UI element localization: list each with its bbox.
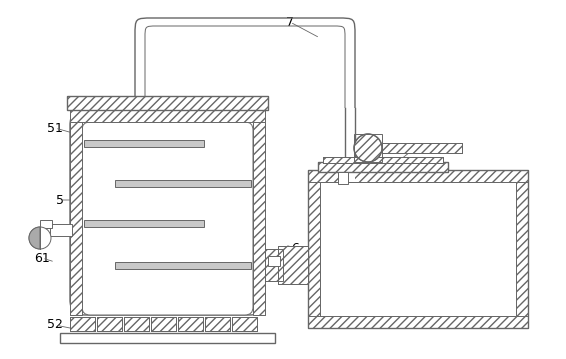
Bar	[308, 170, 528, 182]
Bar	[345, 108, 355, 182]
Bar	[67, 96, 268, 110]
Bar	[151, 317, 176, 331]
Bar	[70, 122, 82, 315]
Bar	[320, 182, 516, 316]
Bar	[265, 254, 308, 276]
Text: 12: 12	[317, 194, 333, 206]
Text: 51: 51	[47, 121, 63, 135]
Bar	[70, 110, 265, 122]
Bar	[115, 180, 251, 187]
Bar	[338, 172, 348, 184]
Bar	[70, 110, 82, 315]
Bar	[70, 110, 265, 122]
Bar	[84, 140, 204, 147]
Bar	[253, 122, 265, 315]
Bar	[318, 162, 448, 172]
Bar	[278, 246, 308, 284]
Bar	[115, 262, 251, 269]
Bar	[318, 162, 448, 172]
Bar	[40, 220, 52, 228]
Bar	[265, 249, 283, 281]
Bar	[67, 96, 268, 110]
Bar	[97, 317, 122, 331]
Bar	[50, 224, 72, 236]
Bar	[323, 157, 443, 163]
Bar	[205, 317, 230, 331]
Bar	[323, 157, 443, 163]
Text: A: A	[348, 136, 356, 149]
Bar	[265, 249, 283, 281]
Bar	[354, 134, 382, 162]
Bar	[178, 317, 203, 331]
Text: 6: 6	[291, 242, 299, 255]
FancyBboxPatch shape	[70, 110, 265, 315]
FancyBboxPatch shape	[82, 122, 253, 315]
Bar	[151, 317, 176, 331]
Circle shape	[354, 134, 382, 162]
Bar	[136, 108, 354, 123]
Bar	[308, 316, 528, 328]
Bar	[124, 317, 149, 331]
Bar	[382, 143, 462, 153]
Bar	[308, 182, 320, 328]
Text: 7: 7	[286, 15, 294, 28]
Bar	[268, 256, 280, 266]
Wedge shape	[29, 227, 40, 249]
Bar	[253, 110, 265, 315]
Bar	[278, 246, 308, 284]
Bar	[60, 333, 275, 343]
Text: 2: 2	[411, 141, 419, 154]
Bar	[232, 317, 257, 331]
Circle shape	[29, 227, 51, 249]
Bar	[178, 317, 203, 331]
Bar	[70, 317, 95, 331]
Bar	[232, 317, 257, 331]
Bar	[382, 143, 462, 153]
Text: 61: 61	[34, 252, 50, 265]
Bar	[97, 317, 122, 331]
Bar	[516, 182, 528, 328]
Bar	[308, 170, 528, 328]
Text: 5: 5	[56, 194, 64, 206]
Bar	[205, 317, 230, 331]
Text: 1: 1	[506, 188, 514, 201]
Bar	[70, 317, 95, 331]
Bar	[124, 317, 149, 331]
Bar	[84, 220, 204, 227]
Text: 52: 52	[47, 318, 63, 331]
